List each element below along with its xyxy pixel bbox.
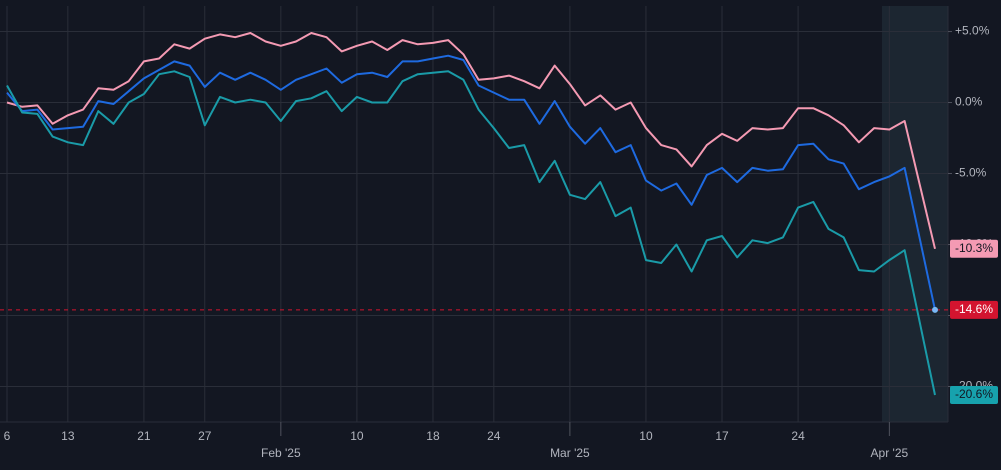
x-tick-label: 24: [791, 429, 805, 443]
y-tick-label: 0.0%: [955, 95, 983, 109]
x-tick-label: Mar '25: [550, 446, 590, 460]
value-label-bg: [950, 239, 998, 258]
x-tick-label: 10: [639, 429, 653, 443]
series-line: [6, 32, 936, 250]
x-tick-label: Apr '25: [871, 446, 909, 460]
end-dot: [932, 306, 938, 313]
value-label: -20.6%: [955, 387, 993, 401]
y-tick-label: +5.0%: [955, 24, 990, 38]
value-label: -14.6%: [955, 302, 993, 316]
x-tick-label: Feb '25: [261, 446, 301, 460]
x-tick-label: 13: [61, 429, 75, 443]
value-label-bg: [950, 386, 998, 405]
y-tick-label: -5.0%: [955, 166, 987, 180]
x-tick-label: 10: [350, 429, 364, 443]
value-label-bg: [950, 300, 998, 319]
series-line: [6, 54, 936, 311]
series-line: [6, 70, 936, 396]
x-tick-label: 17: [715, 429, 729, 443]
x-tick-label: 24: [487, 429, 501, 443]
value-label: -10.3%: [955, 241, 993, 255]
x-tick-label: 27: [198, 429, 212, 443]
x-tick-label: 6: [4, 429, 11, 443]
x-tick-label: 21: [137, 429, 151, 443]
x-tick-label: 18: [426, 429, 440, 443]
